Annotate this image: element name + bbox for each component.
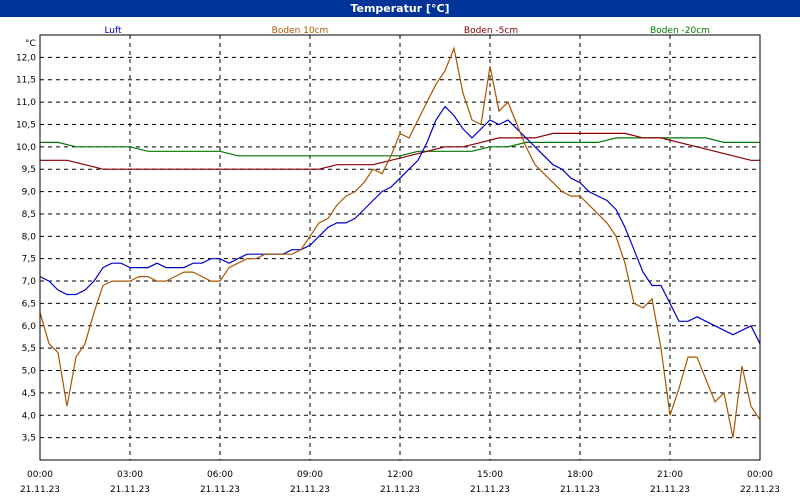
x-tick-date-label: 21.11.23 — [650, 485, 690, 495]
y-tick-label: 12,0 — [16, 53, 36, 63]
y-tick-label: 6,0 — [22, 322, 37, 332]
y-tick-label: 10,0 — [16, 143, 36, 153]
x-tick-time-label: 12:00 — [387, 470, 413, 480]
plot-area-border — [39, 34, 761, 461]
y-tick-label: 3,5 — [22, 434, 36, 444]
x-tick-date-label: 21.11.23 — [290, 485, 330, 495]
grid — [40, 35, 760, 460]
y-tick-label: 4,5 — [22, 389, 36, 399]
x-tick-time-label: 18:00 — [567, 470, 593, 480]
x-tick-date-label: 21.11.23 — [200, 485, 240, 495]
series-line-boden-5cm — [40, 132, 760, 170]
x-tick-time-label: 15:00 — [477, 470, 503, 480]
series-line-boden-10cm — [39, 46, 761, 438]
x-tick-date-label: 21.11.23 — [560, 485, 600, 495]
legend-entry: Boden -5cm — [464, 26, 518, 36]
y-tick-label: 10,5 — [16, 120, 36, 130]
x-tick-date-label: 21.11.23 — [380, 485, 420, 495]
x-tick-date-label: 21.11.23 — [470, 485, 510, 495]
y-tick-label: 5,5 — [22, 344, 36, 354]
legend-entry: Boden -20cm — [650, 26, 710, 36]
y-tick-label: 9,0 — [22, 188, 37, 198]
x-tick-time-label: 21:00 — [657, 470, 683, 480]
legend-entry: Boden 10cm — [272, 26, 329, 36]
x-tick-time-label: 00:00 — [27, 470, 53, 480]
y-tick-label: 6,5 — [22, 299, 36, 309]
series-line-boden-20cm — [40, 137, 760, 157]
legend: Luft Boden 10cm Boden -5cm Boden -20cm — [104, 26, 710, 36]
y-axis-unit-label: °C — [25, 39, 36, 49]
y-tick-label: 7,0 — [22, 277, 37, 287]
x-tick-time-label: 00:00 — [747, 470, 773, 480]
x-tick-date-label: 21.11.23 — [110, 485, 150, 495]
y-tick-label: 11,5 — [16, 76, 36, 86]
chart-title: Temperatur [°C] — [0, 0, 800, 17]
series-line-luft — [39, 105, 761, 344]
axis-labels: 3,5 4,0 4,5 5,0 5,5 6,0 6,5 7,0 7,5 8,0 8,5 9,0 9,5 1… — [16, 53, 780, 495]
y-tick-label: 11,0 — [16, 98, 36, 108]
y-tick-label: 4,0 — [22, 411, 37, 421]
x-tick-date-label: 21.11.23 — [20, 485, 60, 495]
y-tick-label: 8,0 — [22, 232, 37, 242]
y-tick-label: 9,5 — [22, 165, 36, 175]
y-tick-label: 8,5 — [22, 210, 36, 220]
x-tick-time-label: 03:00 — [117, 470, 143, 480]
x-tick-date-label: 22.11.23 — [740, 485, 780, 495]
x-tick-time-label: 06:00 — [207, 470, 233, 480]
y-tick-label: 7,5 — [22, 255, 36, 265]
series-lines — [39, 46, 761, 438]
legend-entry: Luft — [104, 26, 122, 36]
x-tick-time-label: 09:00 — [297, 470, 323, 480]
y-tick-label: 5,0 — [22, 367, 37, 377]
